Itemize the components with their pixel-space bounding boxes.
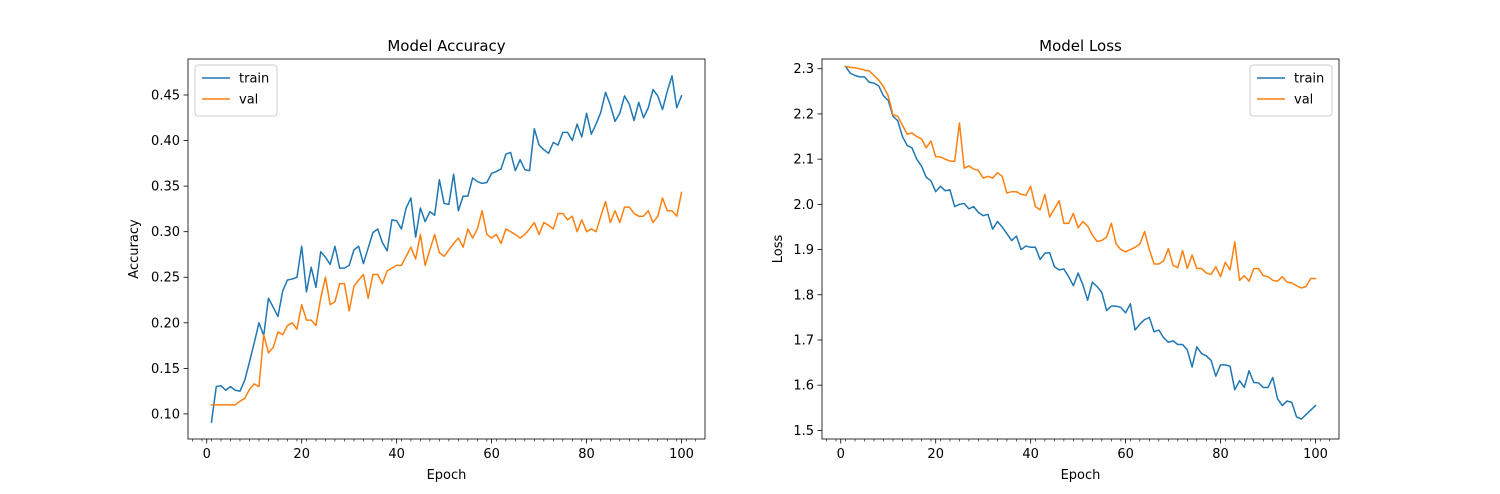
legend-label-train: train: [1294, 72, 1324, 87]
x-tick-label: 20: [927, 447, 944, 462]
legend: train val: [1249, 64, 1333, 117]
axes-frame: [821, 58, 1340, 440]
y-tick-label: 1.6: [793, 379, 814, 394]
y-tick-label: 0.45: [151, 88, 180, 103]
x-tick-label: 60: [1117, 447, 1134, 462]
x-axis-label: Epoch: [427, 468, 467, 483]
y-tick-label: 2.1: [793, 153, 814, 168]
x-tick-label: 40: [388, 447, 405, 462]
legend-label-val: val: [1294, 93, 1313, 108]
y-tick-label: 2.3: [793, 62, 814, 77]
chart-title: Model Accuracy: [387, 37, 505, 55]
y-tick-label: 0.30: [151, 225, 180, 240]
y-axis-label: Loss: [771, 235, 786, 264]
y-tick-label: 2.2: [793, 107, 814, 122]
series-line-train: [210, 75, 683, 423]
y-tick-label: 0.15: [151, 362, 180, 377]
x-axis-label: Epoch: [1061, 468, 1101, 483]
chart-1: 0 20 40 60 80 100 1.5 1.6 1.7 1.8 1.9 2.0 2.1 2.2 2.3 M…: [771, 37, 1340, 483]
y-tick-label: 0.40: [151, 134, 180, 149]
x-tick-label: 20: [293, 447, 310, 462]
y-tick-label: 0.35: [151, 180, 180, 195]
series-line-val: [844, 65, 1317, 289]
x-tick-label: 80: [578, 447, 595, 462]
series-line-val: [210, 191, 683, 406]
x-tick-label: 100: [1303, 447, 1328, 462]
y-tick-label: 2.0: [793, 198, 814, 213]
y-axis-label: Accuracy: [127, 219, 142, 279]
chart-0: 0 20 40 60 80 100 0.10 0.15 0.20 0.25 0.30 0.35 0.40…: [127, 37, 706, 483]
y-tick-label: 0.20: [151, 316, 180, 331]
y-tick-label: 1.9: [793, 243, 814, 258]
y-tick-label: 1.5: [793, 424, 814, 439]
y-tick-label: 0.10: [151, 407, 180, 422]
x-tick-label: 0: [837, 447, 845, 462]
y-tick-label: 1.8: [793, 288, 814, 303]
series-line-train: [844, 65, 1317, 420]
x-tick-label: 0: [203, 447, 211, 462]
x-tick-label: 60: [483, 447, 500, 462]
legend: train val: [194, 64, 278, 117]
x-tick-label: 100: [669, 447, 694, 462]
legend-label-train: train: [239, 72, 269, 87]
x-tick-label: 40: [1022, 447, 1039, 462]
y-tick-label: 1.7: [793, 333, 814, 348]
chart-title: Model Loss: [1039, 37, 1122, 55]
y-tick-label: 0.25: [151, 271, 180, 286]
x-tick-label: 80: [1212, 447, 1229, 462]
legend-label-val: val: [239, 93, 258, 108]
axes-frame: [187, 58, 706, 440]
